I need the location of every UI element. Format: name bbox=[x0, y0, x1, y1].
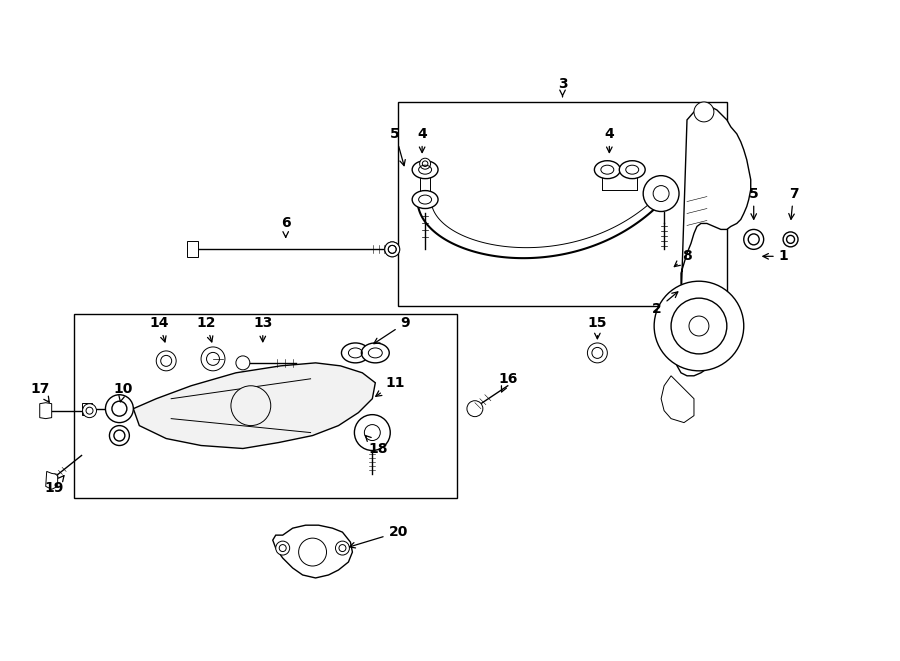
Circle shape bbox=[671, 298, 727, 354]
Circle shape bbox=[694, 102, 714, 122]
Circle shape bbox=[644, 176, 679, 212]
Circle shape bbox=[385, 242, 400, 257]
Ellipse shape bbox=[619, 161, 645, 178]
Text: 8: 8 bbox=[674, 249, 692, 266]
Text: 20: 20 bbox=[349, 525, 408, 548]
Bar bbox=[187, 241, 198, 257]
Circle shape bbox=[236, 356, 250, 370]
Text: 6: 6 bbox=[281, 216, 291, 237]
Ellipse shape bbox=[362, 343, 390, 363]
Text: 11: 11 bbox=[376, 376, 405, 397]
Text: 9: 9 bbox=[374, 316, 410, 344]
Circle shape bbox=[419, 158, 430, 169]
Polygon shape bbox=[671, 107, 751, 376]
Text: 10: 10 bbox=[113, 382, 133, 402]
Bar bbox=[82, 403, 92, 414]
Circle shape bbox=[336, 541, 349, 555]
Text: 4: 4 bbox=[418, 127, 427, 153]
Text: 13: 13 bbox=[253, 316, 273, 342]
Polygon shape bbox=[40, 403, 51, 418]
Text: 1: 1 bbox=[763, 249, 788, 263]
Text: 4: 4 bbox=[605, 127, 614, 153]
Circle shape bbox=[201, 347, 225, 371]
Polygon shape bbox=[273, 525, 353, 578]
Circle shape bbox=[654, 281, 743, 371]
Text: 2: 2 bbox=[652, 292, 678, 316]
Text: 16: 16 bbox=[498, 371, 518, 392]
Circle shape bbox=[588, 343, 608, 363]
Text: 12: 12 bbox=[196, 316, 216, 342]
Circle shape bbox=[743, 229, 764, 249]
Polygon shape bbox=[133, 363, 375, 449]
Text: 14: 14 bbox=[149, 316, 169, 342]
Circle shape bbox=[299, 538, 327, 566]
Text: 15: 15 bbox=[588, 316, 608, 339]
Text: 17: 17 bbox=[30, 382, 50, 403]
Circle shape bbox=[231, 386, 271, 426]
Bar bbox=[398, 102, 727, 306]
Circle shape bbox=[355, 414, 391, 451]
Bar bbox=[74, 314, 457, 498]
Text: 18: 18 bbox=[365, 436, 388, 455]
Circle shape bbox=[689, 316, 709, 336]
Circle shape bbox=[385, 242, 400, 257]
Text: 5: 5 bbox=[749, 186, 759, 219]
Circle shape bbox=[783, 232, 798, 247]
Ellipse shape bbox=[594, 161, 620, 178]
Ellipse shape bbox=[412, 190, 438, 208]
Text: 7: 7 bbox=[788, 186, 798, 219]
Polygon shape bbox=[662, 376, 694, 422]
Circle shape bbox=[110, 426, 130, 446]
Circle shape bbox=[467, 401, 483, 416]
Circle shape bbox=[275, 541, 290, 555]
Ellipse shape bbox=[412, 161, 438, 178]
Circle shape bbox=[364, 424, 381, 440]
Circle shape bbox=[157, 351, 176, 371]
Circle shape bbox=[105, 395, 133, 422]
Text: 5: 5 bbox=[391, 127, 405, 166]
Text: 3: 3 bbox=[558, 77, 567, 97]
Circle shape bbox=[83, 404, 96, 418]
Text: 19: 19 bbox=[44, 476, 64, 495]
Polygon shape bbox=[46, 471, 58, 489]
Ellipse shape bbox=[341, 343, 369, 363]
